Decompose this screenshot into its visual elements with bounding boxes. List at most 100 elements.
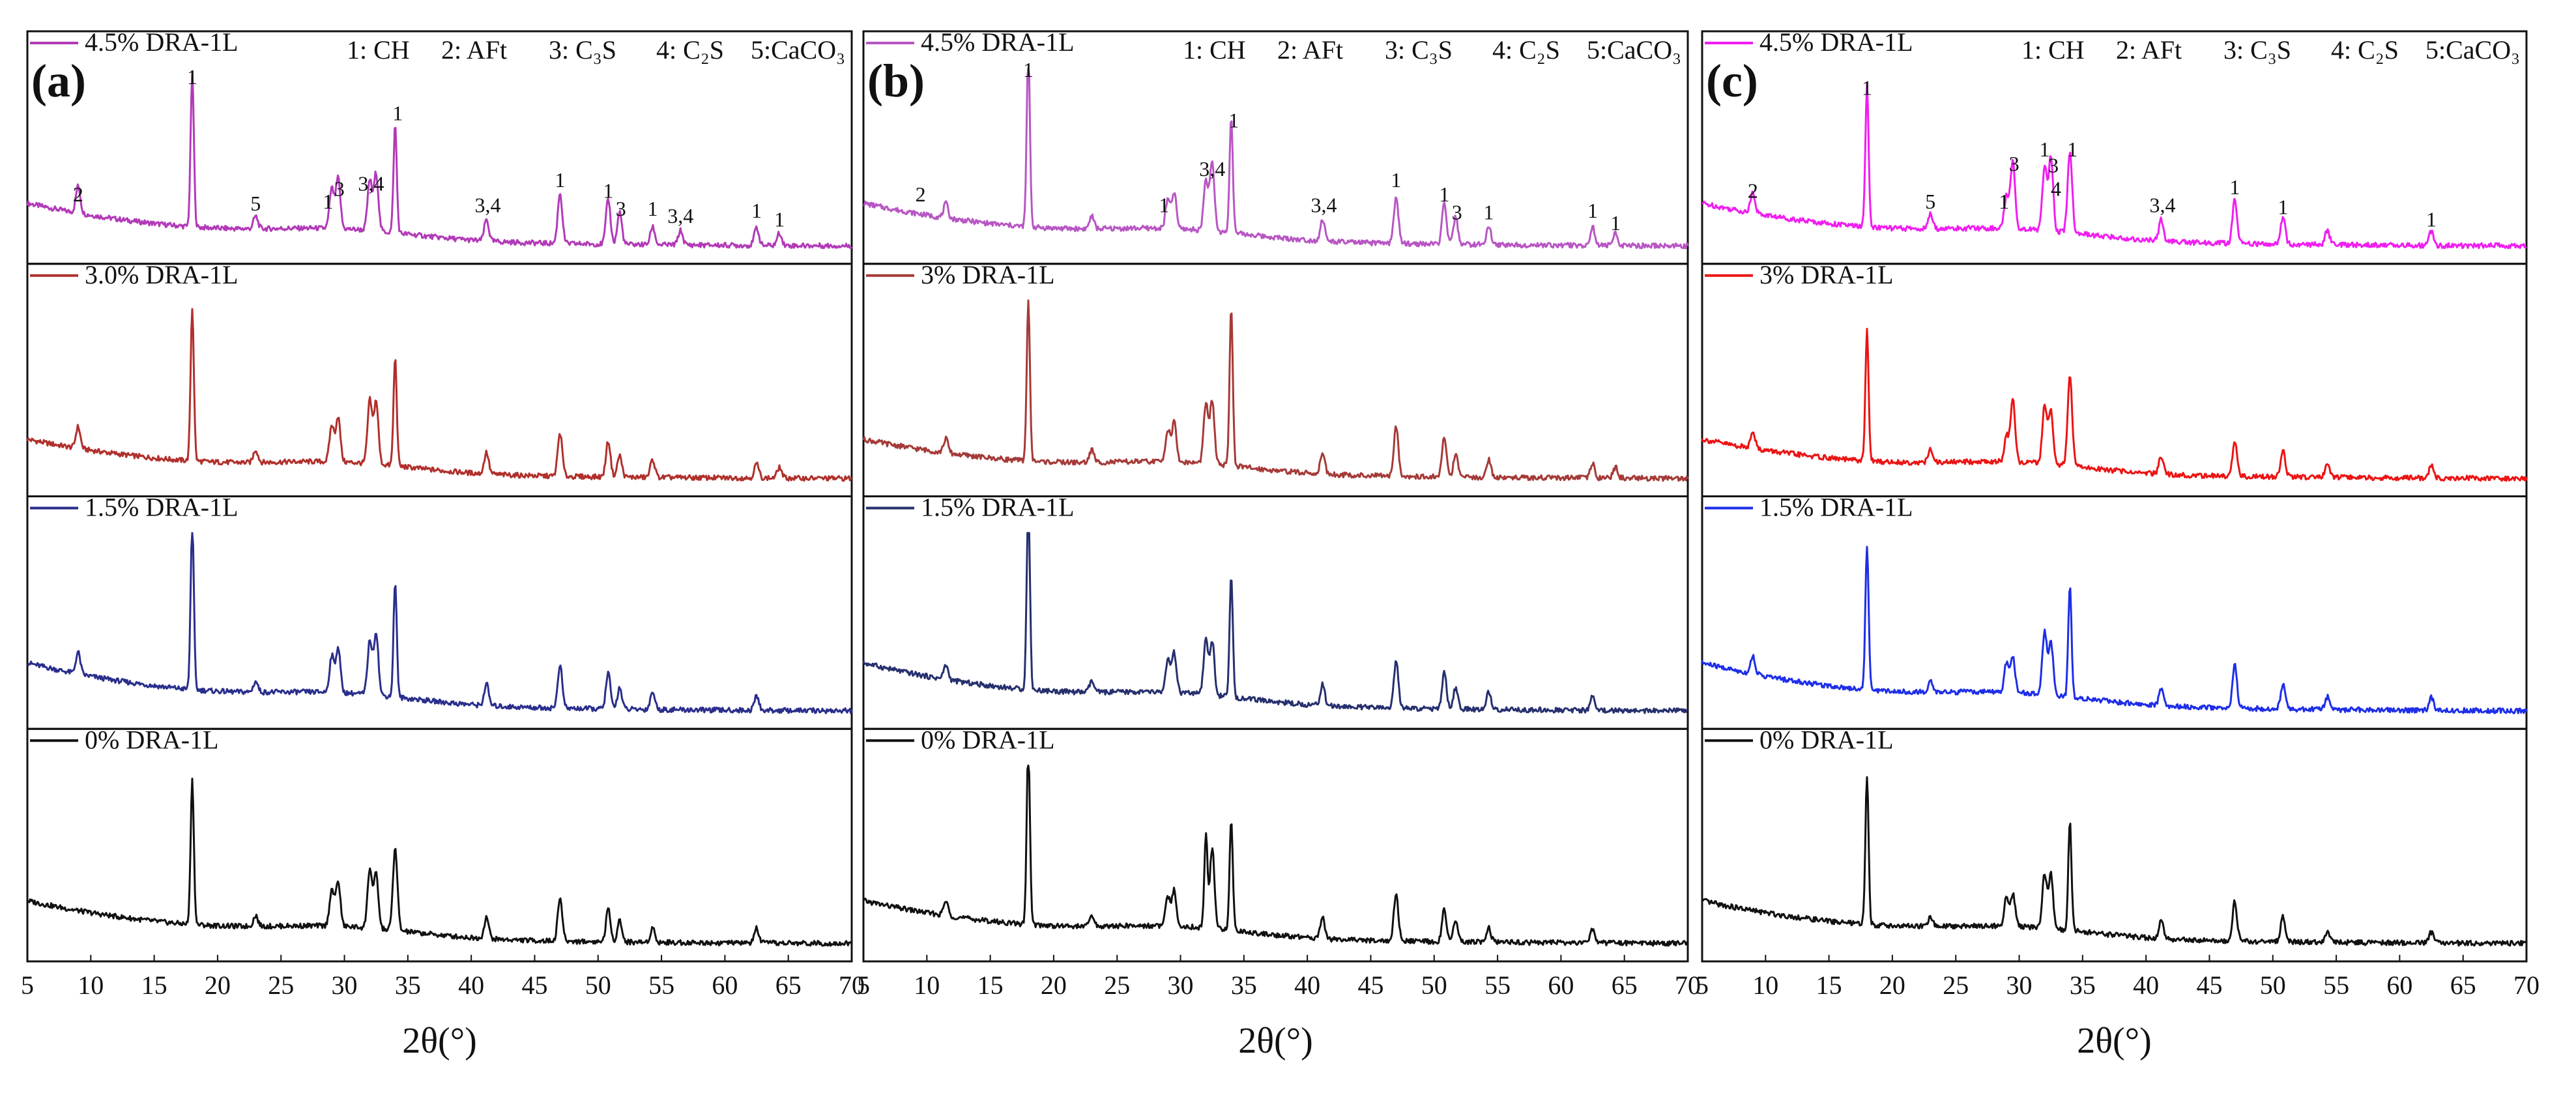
peak-annotation: 3 [2009, 152, 2019, 175]
x-tick-label: 30 [332, 971, 358, 1000]
series-1: 3.0% DRA-1L [26, 260, 853, 497]
x-tick-label: 60 [1548, 971, 1574, 1000]
peak-annotation: 2 [916, 182, 926, 206]
peak-annotation: 1 [2278, 195, 2288, 218]
peak-annotation: 1 [647, 197, 658, 220]
subplot-frame [1701, 30, 2528, 265]
x-tick-label: 60 [2386, 971, 2412, 1000]
x-axis: 5 10 15 20 25 30 35 40 45 50 55 60 65 70 2θ(°) [1696, 955, 2540, 1061]
x-tick-label: 5 [1696, 971, 1709, 1000]
x-tick-label: 35 [1231, 971, 1257, 1000]
legend-label: 0% DRA-1L [1759, 725, 1894, 754]
peak-annotation: 3,4 [667, 204, 693, 227]
peak-annotation: 1 [323, 190, 333, 213]
x-tick-label: 65 [1612, 971, 1638, 1000]
peak-annotation: 3 [2048, 154, 2059, 177]
x-tick-label: 15 [977, 971, 1004, 1000]
x-tick-label: 65 [775, 971, 802, 1000]
peak-annotation: 2 [1748, 179, 1758, 202]
x-tick-label: 55 [2323, 971, 2349, 1000]
legend-label: 1.5% DRA-1L [1759, 493, 1913, 522]
legend-label: 3.0% DRA-1L [85, 260, 239, 289]
legend-label: 4.5% DRA-1L [85, 27, 239, 57]
subplot-frame [26, 727, 853, 963]
peak-annotation: 1 [2039, 138, 2049, 161]
subplot-frame [862, 30, 1689, 265]
x-tick-label: 40 [458, 971, 484, 1000]
xrd-trace [1701, 776, 2528, 947]
subplot-frame [862, 727, 1689, 963]
legend-label: 4.5% DRA-1L [1759, 27, 1913, 57]
xrd-trace [26, 308, 853, 482]
x-tick-label: 40 [2133, 971, 2159, 1000]
panel-label: (b) [867, 55, 925, 107]
phase-key: 4: C₂S [656, 35, 724, 65]
phase-legend: 1: CH 2: AFt 3: C₃S 4: C₂S 5:CaCO₃ [2021, 35, 2520, 65]
peak-annotation: 1 [392, 101, 403, 124]
subplot-frame [862, 495, 1689, 730]
x-tick-label: 25 [268, 971, 294, 1000]
peak-annotation: 1 [2426, 208, 2437, 231]
peak-annotation: 1 [1023, 58, 1034, 81]
x-tick-label: 15 [1816, 971, 1842, 1000]
x-tick-label: 20 [1879, 971, 1905, 1000]
peak-annotation: 1 [1439, 182, 1449, 206]
phase-key: 2: AFt [2116, 35, 2182, 65]
panel-label: (c) [1706, 55, 1758, 107]
legend-label: 3% DRA-1L [1759, 260, 1894, 289]
x-tick-label: 55 [648, 971, 674, 1000]
x-axis: 5 10 15 20 25 30 35 40 45 50 55 60 65 70 2θ(°) [857, 955, 1701, 1061]
x-axis-title: 2θ(°) [1238, 1021, 1313, 1061]
phase-key: 3: C₃S [2223, 35, 2291, 65]
xrd-trace [26, 70, 853, 250]
peak-annotation: 1 [1862, 76, 1872, 100]
x-tick-label: 15 [141, 971, 167, 1000]
legend-label: 0% DRA-1L [921, 725, 1055, 754]
series-3: 0% DRA-1L [26, 725, 853, 963]
phase-legend: 1: CH 2: AFt 3: C₃S 4: C₂S 5:CaCO₃ [347, 35, 845, 65]
x-tick-label: 30 [2006, 971, 2033, 1000]
series-1: 3% DRA-1L [862, 260, 1689, 497]
peak-annotation: 4 [2051, 177, 2061, 201]
legend-label: 3% DRA-1L [921, 260, 1055, 289]
x-tick-label: 10 [78, 971, 104, 1000]
x-tick-label: 45 [1357, 971, 1383, 1000]
phase-key: 1: CH [2021, 35, 2085, 65]
peak-annotation: 1 [1999, 190, 2009, 213]
subplot-frame [862, 263, 1689, 497]
x-tick-label: 50 [585, 971, 611, 1000]
peak-annotation: 1 [187, 65, 197, 89]
x-axis-title: 2θ(°) [402, 1021, 477, 1061]
xrd-trace [862, 532, 1688, 714]
phase-key: 2: AFt [1277, 35, 1343, 65]
phase-key: 5:CaCO₃ [751, 35, 845, 65]
x-tick-label: 5 [857, 971, 870, 1000]
xrd-trace [1701, 83, 2527, 250]
x-tick-label: 40 [1294, 971, 1320, 1000]
peak-annotation: 1 [1228, 108, 1239, 132]
x-tick-label: 5 [21, 971, 34, 1000]
peak-annotation: 3,4 [358, 171, 384, 195]
peak-annotation: 3 [616, 197, 626, 220]
x-tick-label: 55 [1484, 971, 1511, 1000]
x-tick-label: 20 [1041, 971, 1067, 1000]
phase-key: 1: CH [347, 35, 410, 65]
subplot-frame [26, 495, 853, 730]
x-tick-label: 70 [839, 971, 865, 1000]
legend-label: 4.5% DRA-1L [921, 27, 1075, 57]
peak-annotation: 1 [555, 168, 565, 192]
x-tick-label: 20 [205, 971, 231, 1000]
peak-annotation: 2 [73, 182, 83, 206]
x-tick-label: 35 [2070, 971, 2096, 1000]
legend-label: 0% DRA-1L [85, 725, 219, 754]
peak-annotation: 1 [1391, 168, 1401, 192]
xrd-trace [863, 764, 1689, 947]
subplot-frame [1701, 495, 2528, 730]
x-tick-label: 60 [712, 971, 738, 1000]
x-tick-label: 70 [2513, 971, 2540, 1000]
peak-annotation: 3,4 [1199, 157, 1225, 181]
legend-label: 1.5% DRA-1L [921, 493, 1075, 522]
